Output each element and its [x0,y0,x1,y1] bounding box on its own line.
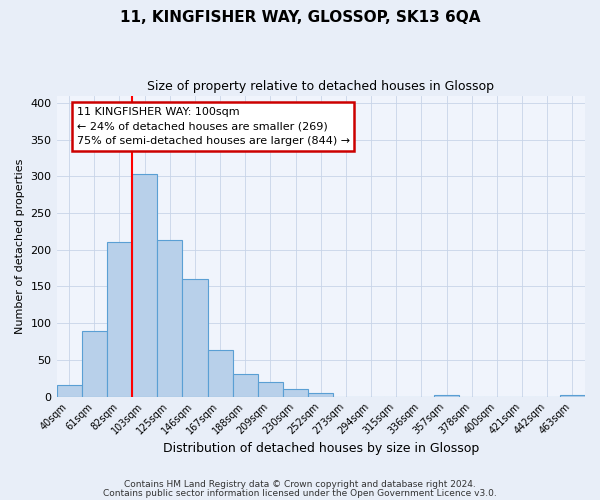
Bar [208,350,233,397]
Bar [308,393,334,396]
Bar [560,395,585,396]
Text: 11, KINGFISHER WAY, GLOSSOP, SK13 6QA: 11, KINGFISHER WAY, GLOSSOP, SK13 6QA [120,10,480,25]
Title: Size of property relative to detached houses in Glossop: Size of property relative to detached ho… [147,80,494,93]
Bar [182,279,208,396]
Bar [56,385,82,396]
X-axis label: Distribution of detached houses by size in Glossop: Distribution of detached houses by size … [163,442,479,455]
Text: Contains HM Land Registry data © Crown copyright and database right 2024.: Contains HM Land Registry data © Crown c… [124,480,476,489]
Bar [82,331,107,396]
Bar [107,242,132,396]
Bar [283,388,308,396]
Bar [157,240,182,396]
Bar [233,374,258,396]
Y-axis label: Number of detached properties: Number of detached properties [15,158,25,334]
Bar [434,395,459,396]
Bar [258,382,283,396]
Text: 11 KINGFISHER WAY: 100sqm
← 24% of detached houses are smaller (269)
75% of semi: 11 KINGFISHER WAY: 100sqm ← 24% of detac… [77,106,350,146]
Bar [132,174,157,396]
Text: Contains public sector information licensed under the Open Government Licence v3: Contains public sector information licen… [103,488,497,498]
